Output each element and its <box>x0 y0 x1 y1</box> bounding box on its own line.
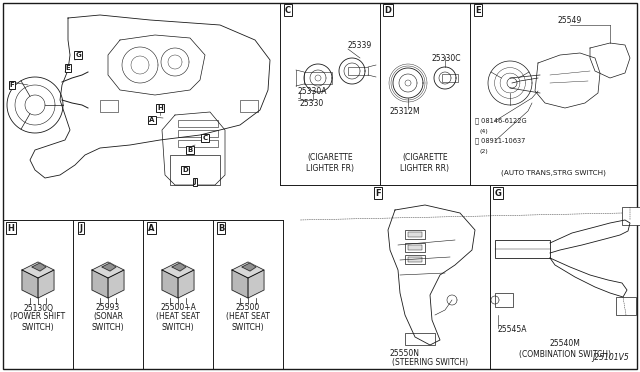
Bar <box>348 67 368 75</box>
Polygon shape <box>172 263 186 271</box>
Text: (POWER SHIFT
SWITCH): (POWER SHIFT SWITCH) <box>10 312 65 332</box>
Bar <box>405 333 435 345</box>
Bar <box>495 293 513 307</box>
Polygon shape <box>32 263 46 271</box>
Text: A: A <box>149 117 155 123</box>
Polygon shape <box>38 270 54 298</box>
Text: Ⓑ 08146-6122G: Ⓑ 08146-6122G <box>475 118 527 124</box>
Text: D: D <box>385 6 392 15</box>
Polygon shape <box>92 270 108 298</box>
Polygon shape <box>22 270 38 298</box>
Text: D: D <box>182 167 188 173</box>
Text: 25312M: 25312M <box>390 106 420 115</box>
Bar <box>408 257 422 262</box>
Text: 25500: 25500 <box>236 304 260 312</box>
Text: F: F <box>10 82 14 88</box>
Text: 25550N: 25550N <box>390 349 420 357</box>
Text: (CIGARETTE
LIGHTER RR): (CIGARETTE LIGHTER RR) <box>401 153 449 173</box>
Text: J: J <box>79 224 83 232</box>
Text: C: C <box>202 135 207 141</box>
Text: (CIGARETTE
LIGHTER FR): (CIGARETTE LIGHTER FR) <box>306 153 354 173</box>
Bar <box>178 130 218 137</box>
Text: J: J <box>194 179 196 185</box>
Polygon shape <box>102 263 116 271</box>
Text: 25330: 25330 <box>300 99 324 108</box>
Bar <box>178 140 218 147</box>
Text: 25330A: 25330A <box>298 87 328 96</box>
Text: 25549: 25549 <box>558 16 582 25</box>
Bar <box>405 255 425 264</box>
Text: (COMBINATION SWITCH): (COMBINATION SWITCH) <box>519 350 611 359</box>
Bar <box>408 245 422 250</box>
Text: G: G <box>75 52 81 58</box>
Bar <box>495 240 550 258</box>
Bar <box>304 72 332 84</box>
Text: F: F <box>375 189 381 198</box>
Text: 25339: 25339 <box>348 41 372 49</box>
Text: B: B <box>218 224 224 232</box>
Bar <box>405 230 425 239</box>
Text: B: B <box>188 147 193 153</box>
Polygon shape <box>162 270 178 298</box>
Polygon shape <box>22 262 54 278</box>
Bar <box>405 243 425 252</box>
Text: (HEAT SEAT
SWITCH): (HEAT SEAT SWITCH) <box>156 312 200 332</box>
Text: (SONAR
SWITCH): (SONAR SWITCH) <box>92 312 124 332</box>
Bar <box>408 232 422 237</box>
Text: 25500+A: 25500+A <box>160 304 196 312</box>
Bar <box>442 74 458 82</box>
Text: A: A <box>148 224 154 232</box>
Bar <box>616 297 636 315</box>
Text: 25330C: 25330C <box>432 54 461 62</box>
Text: Ⓝ 08911-10637: Ⓝ 08911-10637 <box>475 138 525 144</box>
Text: E: E <box>475 6 481 15</box>
Polygon shape <box>92 262 124 278</box>
Text: (AUTO TRANS,STRG SWITCH): (AUTO TRANS,STRG SWITCH) <box>500 170 605 176</box>
Bar <box>240 100 258 112</box>
Text: 25993: 25993 <box>96 304 120 312</box>
Text: 25130Q: 25130Q <box>23 304 53 312</box>
Bar <box>100 100 118 112</box>
Polygon shape <box>248 270 264 298</box>
Text: C: C <box>285 6 291 15</box>
Polygon shape <box>232 270 248 298</box>
Bar <box>178 120 218 127</box>
Text: (2): (2) <box>480 148 489 154</box>
Bar <box>622 207 640 225</box>
Text: 25540M: 25540M <box>550 339 580 347</box>
Text: H: H <box>8 224 15 232</box>
Polygon shape <box>162 262 194 278</box>
Bar <box>170 155 220 185</box>
Text: E: E <box>66 65 70 71</box>
Text: (4): (4) <box>480 128 489 134</box>
Polygon shape <box>242 263 256 271</box>
Text: J25101V5: J25101V5 <box>592 353 629 362</box>
Polygon shape <box>232 262 264 278</box>
Text: 25545A: 25545A <box>498 326 527 334</box>
Polygon shape <box>178 270 194 298</box>
Text: (HEAT SEAT
SWITCH): (HEAT SEAT SWITCH) <box>226 312 270 332</box>
Text: (STEERING SWITCH): (STEERING SWITCH) <box>392 359 468 368</box>
Text: G: G <box>495 189 501 198</box>
Polygon shape <box>108 270 124 298</box>
Text: H: H <box>157 105 163 111</box>
